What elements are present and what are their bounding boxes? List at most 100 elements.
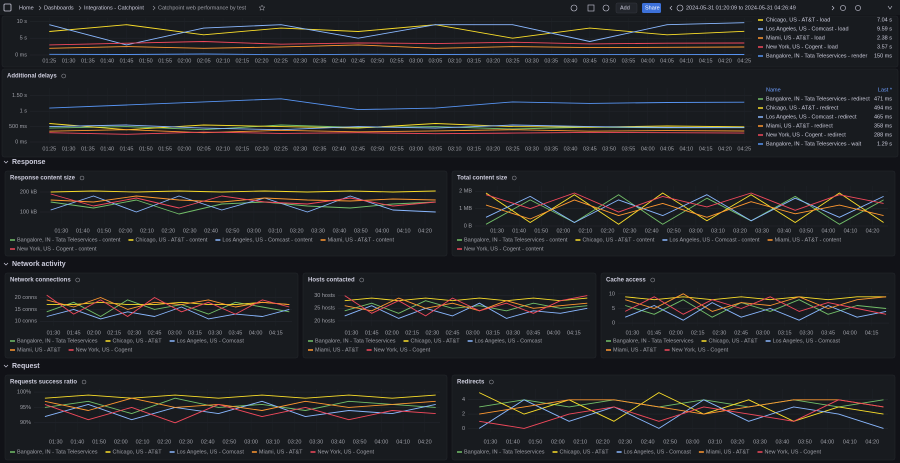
legend-name: Bangalore, IN - Tata Teleservices - cont… bbox=[464, 237, 568, 243]
x-tick-label: 02:00 bbox=[119, 228, 133, 234]
y-tick-label: 100% bbox=[17, 390, 31, 396]
y-tick-label: 2 MB bbox=[459, 189, 472, 195]
legend-name: Bangalore, IN - Tata Teleservices - redi… bbox=[766, 96, 870, 102]
series-line bbox=[50, 193, 436, 209]
y-tick-label: 2 bbox=[462, 412, 465, 418]
menu-icon[interactable] bbox=[3, 3, 12, 12]
legend-name: Miami, US - AT&T bbox=[259, 449, 303, 455]
share-button-label[interactable]: Share bbox=[645, 5, 660, 11]
info-icon bbox=[511, 175, 517, 181]
x-tick-label: 02:40 bbox=[332, 58, 346, 64]
y-tick-label: 4 bbox=[462, 397, 465, 403]
x-tick-label: 02:00 bbox=[556, 228, 570, 234]
y-tick-label: 0 bbox=[612, 321, 615, 327]
x-tick-label: 02:15 bbox=[235, 58, 249, 64]
icon[interactable] bbox=[570, 4, 578, 12]
zoom-icon[interactable] bbox=[840, 5, 846, 11]
x-tick-label: 01:50 bbox=[92, 439, 106, 445]
icon[interactable] bbox=[587, 4, 595, 12]
collapse-icon[interactable] bbox=[887, 5, 893, 10]
x-tick-label: 03:25 bbox=[506, 146, 520, 152]
legend-name: Bangalore, IN - Tata Teleservices - cont… bbox=[17, 237, 121, 243]
row-title[interactable]: Response bbox=[12, 159, 46, 166]
share-button[interactable] bbox=[642, 3, 661, 13]
x-tick-label: 04:10 bbox=[844, 228, 858, 234]
x-tick-label: 03:30 bbox=[309, 439, 323, 445]
panel-title: Redirects bbox=[457, 380, 485, 386]
x-tick-label: 03:30 bbox=[506, 330, 520, 336]
info-icon bbox=[79, 175, 85, 181]
y-tick-label: 5 bbox=[612, 306, 615, 312]
x-tick-label: 01:30 bbox=[62, 58, 76, 64]
legend-name: Chicago, US - AT&T - redirect bbox=[766, 105, 839, 111]
x-tick-label: 04:00 bbox=[820, 439, 834, 445]
series-line bbox=[624, 296, 887, 315]
x-tick-label: 01:40 bbox=[506, 439, 520, 445]
time-range[interactable]: 2024-05-31 01:20:09 to 2024-05-31 04:26:… bbox=[686, 5, 796, 11]
x-tick-label: 04:05 bbox=[660, 58, 674, 64]
series-line bbox=[46, 297, 290, 310]
x-tick-label: 02:30 bbox=[623, 228, 637, 234]
x-tick-label: 03:30 bbox=[311, 228, 325, 234]
legend-name: Chicago, US - AT&T bbox=[113, 338, 163, 344]
x-tick-label: 02:10 bbox=[140, 228, 154, 234]
x-tick-label: 02:50 bbox=[226, 228, 240, 234]
star-icon[interactable] bbox=[258, 4, 266, 11]
legend-name: Los Angeles, US - Comcast - content bbox=[222, 237, 313, 243]
x-tick-label: 01:45 bbox=[67, 330, 81, 336]
icon[interactable] bbox=[602, 4, 610, 12]
legend-name: Miami, US - AT&T - content bbox=[775, 237, 842, 243]
legend-name: Chicago, US - AT&T - load bbox=[766, 17, 830, 23]
time-forward[interactable] bbox=[831, 5, 835, 11]
x-tick-label: 04:20 bbox=[418, 228, 432, 234]
row-title[interactable]: Request bbox=[12, 363, 40, 370]
x-tick-label: 02:30 bbox=[713, 330, 727, 336]
x-tick-label: 01:45 bbox=[120, 58, 134, 64]
panel-title: Requests success ratio bbox=[10, 380, 77, 386]
x-tick-label: 01:25 bbox=[42, 146, 56, 152]
breadcrumb[interactable]: Dashboards bbox=[44, 5, 74, 11]
add-button-label[interactable]: Add bbox=[620, 5, 630, 11]
refresh-icon[interactable] bbox=[855, 5, 861, 11]
x-tick-label: 01:50 bbox=[97, 228, 111, 234]
series-line bbox=[50, 195, 436, 213]
y-tick-label: 100 kB bbox=[20, 209, 37, 215]
x-tick-label: 04:20 bbox=[865, 439, 879, 445]
time-back[interactable] bbox=[669, 5, 673, 11]
panel bbox=[451, 374, 896, 461]
legend-name: Bangalore, IN - Tata Teleservices bbox=[17, 338, 98, 344]
x-tick-label: 02:30 bbox=[293, 146, 307, 152]
breadcrumb[interactable]: Home bbox=[19, 5, 34, 11]
x-tick-label: 03:10 bbox=[266, 439, 280, 445]
x-tick-label: 04:15 bbox=[699, 146, 713, 152]
x-tick-label: 04:20 bbox=[418, 439, 432, 445]
series-line bbox=[344, 297, 588, 302]
x-tick-label: 01:50 bbox=[139, 146, 153, 152]
x-tick-label: 02:30 bbox=[183, 228, 197, 234]
x-tick-label: 04:00 bbox=[821, 228, 835, 234]
add-button[interactable] bbox=[615, 2, 638, 14]
legend-name: New York, US - Cogent bbox=[765, 449, 822, 455]
series-line bbox=[49, 53, 745, 56]
x-tick-label: 01:30 bbox=[345, 330, 359, 336]
row-chevron[interactable] bbox=[3, 160, 9, 368]
x-tick-label: 04:20 bbox=[718, 146, 732, 152]
x-tick-label: 02:50 bbox=[371, 58, 385, 64]
breadcrumb[interactable]: Integrations - Catchpoint bbox=[84, 5, 144, 11]
x-tick-label: 02:50 bbox=[667, 228, 681, 234]
row-title[interactable]: Network activity bbox=[12, 261, 66, 268]
legend-name: Bangalore, IN - Tata Teleservices bbox=[464, 449, 545, 455]
legend-name: New York, US - Cogent bbox=[672, 347, 729, 353]
x-tick-label: 03:10 bbox=[448, 146, 462, 152]
x-tick-label: 02:20 bbox=[255, 58, 269, 64]
x-tick-label: 02:20 bbox=[596, 439, 610, 445]
legend-name: Los Angeles, US - Comcast bbox=[177, 338, 245, 344]
x-tick-label: 01:45 bbox=[365, 330, 379, 336]
legend-last: 288 ms bbox=[874, 132, 892, 138]
x-tick-label: 04:00 bbox=[249, 330, 263, 336]
legend-last: 9.59 s bbox=[877, 26, 892, 32]
x-tick-label: 01:40 bbox=[71, 439, 85, 445]
x-tick-label: 03:15 bbox=[188, 330, 202, 336]
x-tick-label: 03:20 bbox=[731, 439, 745, 445]
x-tick-label: 02:20 bbox=[601, 228, 615, 234]
